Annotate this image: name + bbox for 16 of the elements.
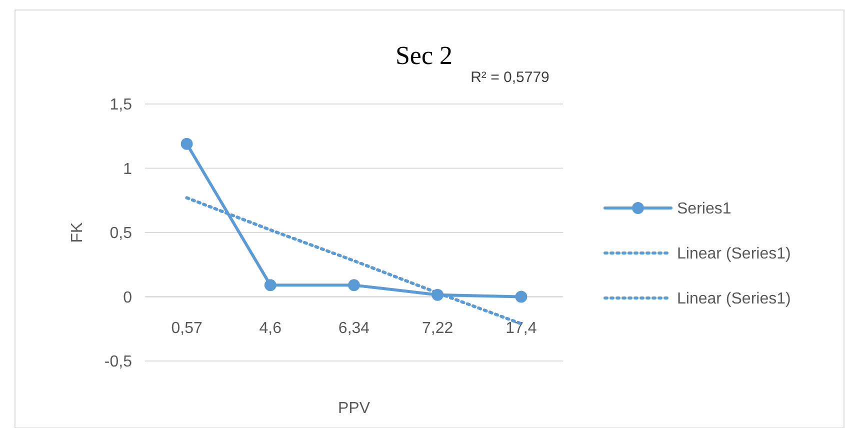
y-axis-title: FK: [69, 222, 86, 243]
y-tick-label: 1: [123, 160, 132, 178]
y-tick-label: 0,5: [110, 225, 132, 242]
y-tick-label: 0: [123, 289, 132, 306]
x-axis-title: PPV: [338, 400, 370, 417]
legend-label: Linear (Series1): [677, 246, 791, 263]
chart-title: Sec 2: [395, 41, 453, 70]
y-tick-label: -0,5: [104, 354, 132, 371]
x-tick-label: 4,6: [259, 320, 282, 337]
legend-label: Linear (Series1): [677, 290, 791, 308]
text: R² = 0,5779: [470, 69, 550, 86]
x-tick-label: 7,22: [422, 320, 454, 337]
x-tick-label: 0,57: [171, 320, 202, 337]
x-tick-label: 6,34: [338, 320, 370, 337]
y-tick-label: 1,5: [110, 96, 132, 114]
legend-label: Series1: [677, 200, 732, 218]
